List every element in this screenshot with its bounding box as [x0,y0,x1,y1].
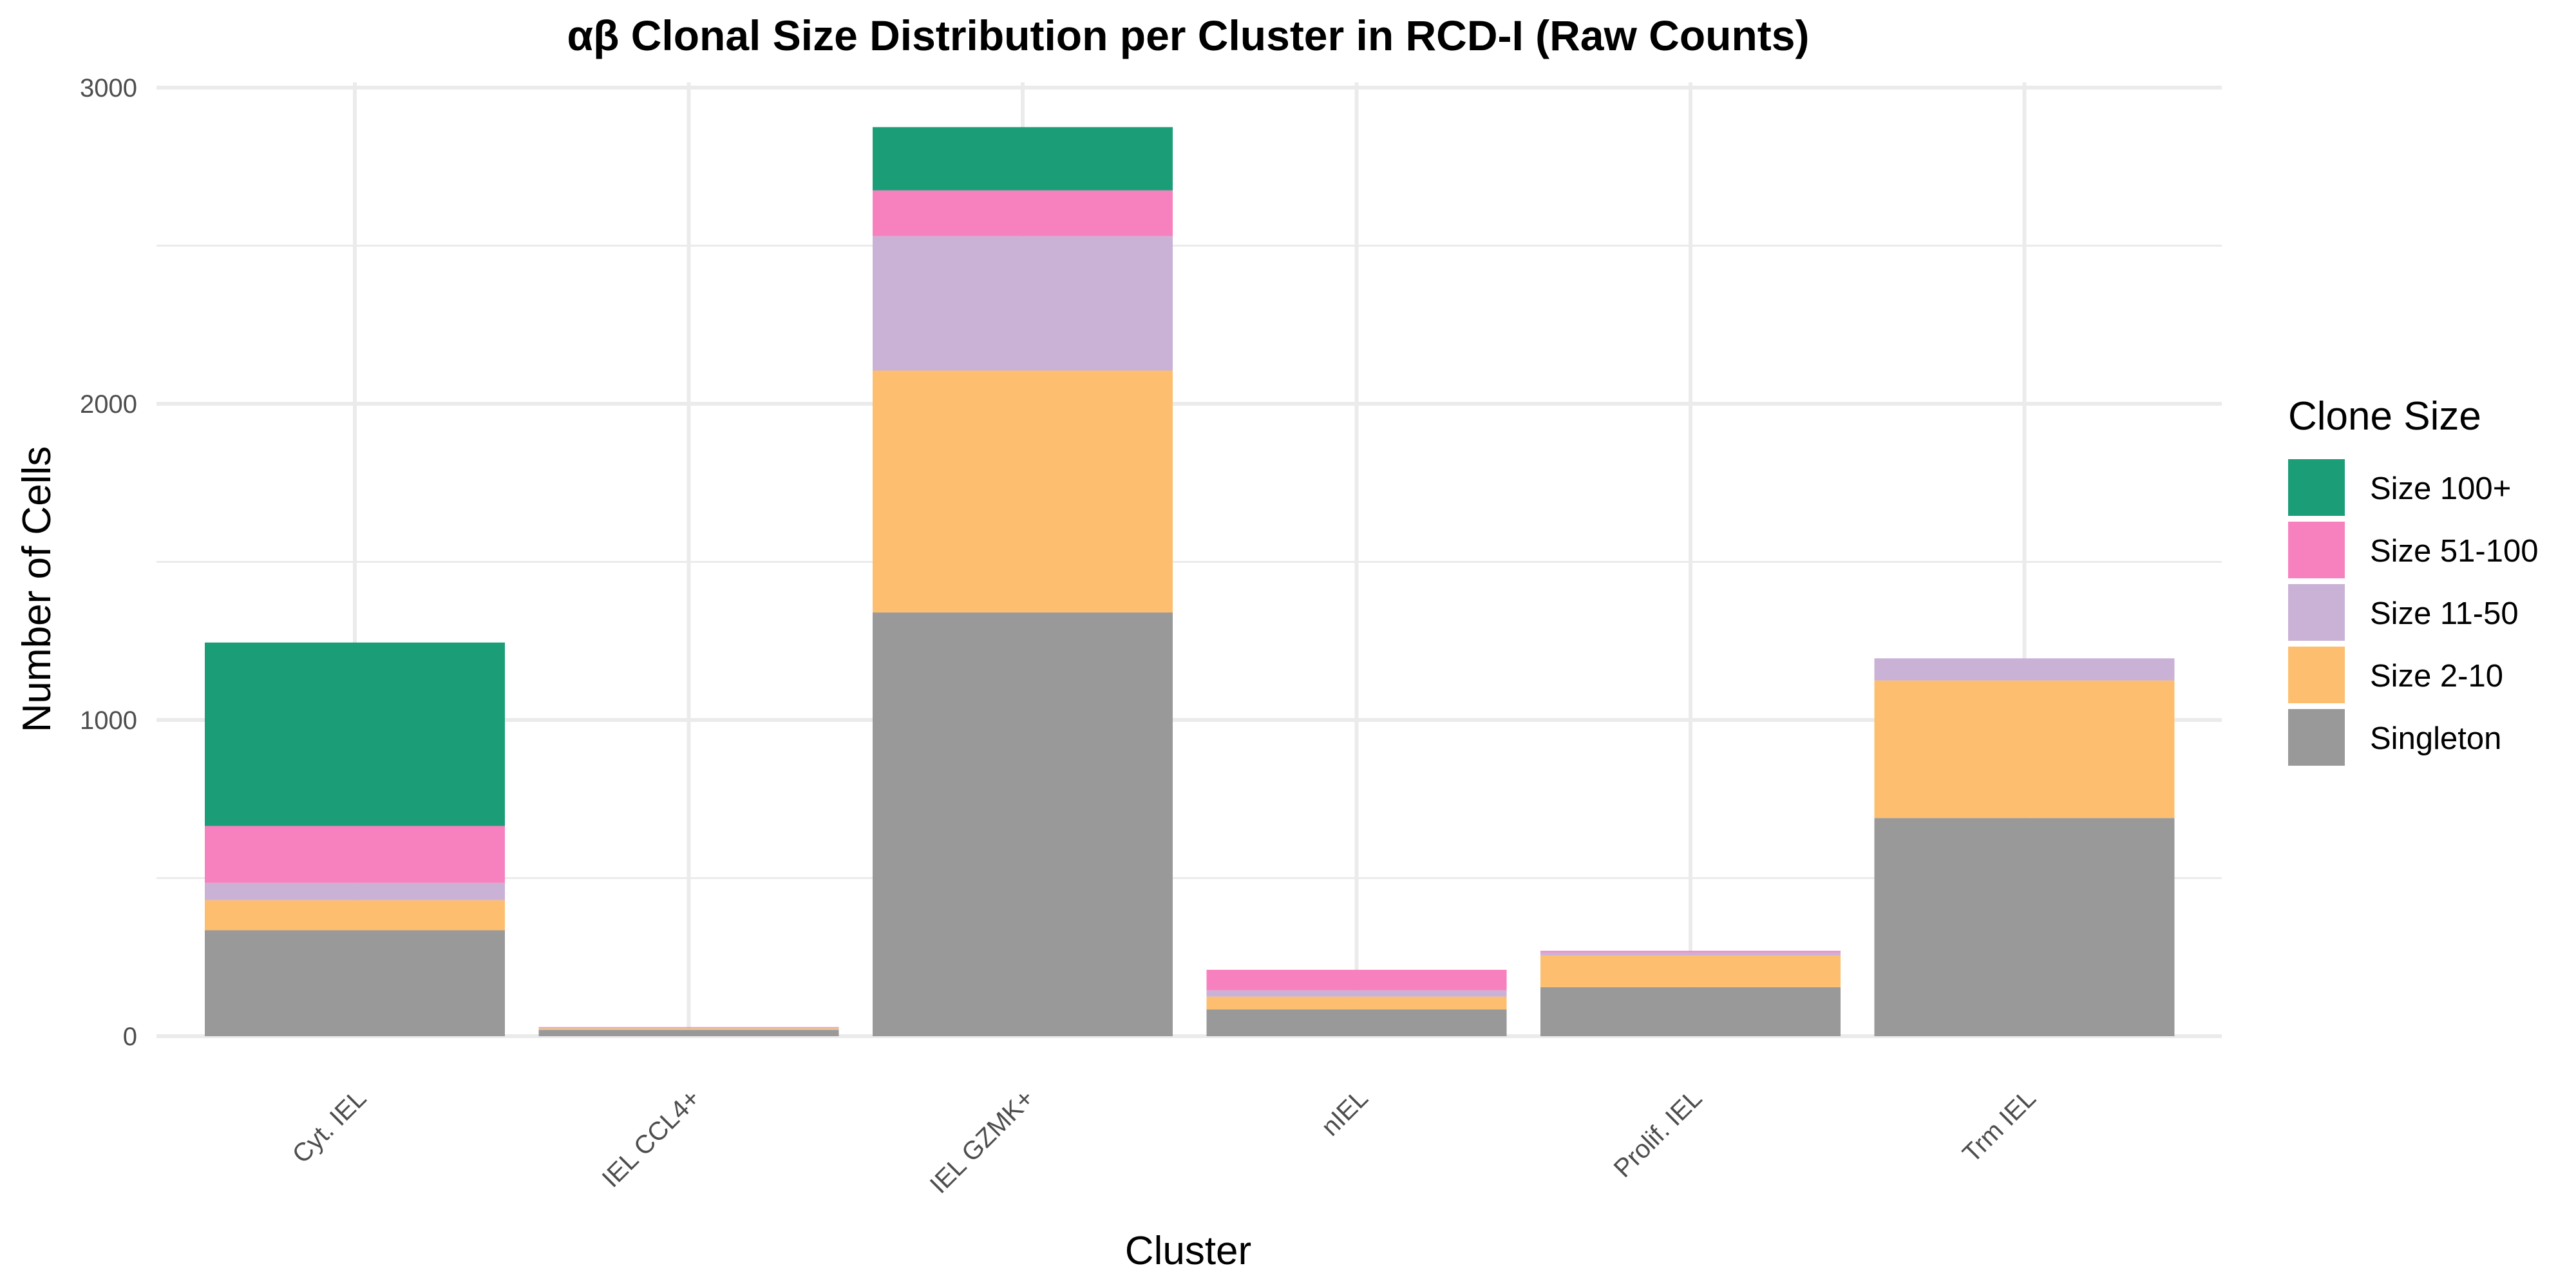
bar-segment [205,642,505,826]
x-tick-label: IEL CCL4+ [597,1084,706,1193]
x-tick-label: IEL GZMK+ [925,1084,1040,1199]
legend-label: Size 2-10 [2370,659,2503,694]
x-tick-label: Prolif. IEL [1609,1084,1708,1183]
bar-segment [1540,952,1841,956]
bar-segment [1540,955,1841,987]
bars [205,127,2175,1036]
bar-segment [1206,996,1507,1010]
bar-segment [1874,658,2175,681]
legend-label: Size 51-100 [2370,534,2539,569]
bar-segment [205,882,505,900]
legend-swatch [2288,709,2345,766]
bar-segment [538,1027,839,1028]
legend-swatch [2288,522,2345,578]
y-tick-label: 2000 [80,390,137,419]
legend-title: Clone Size [2288,394,2481,439]
bar-segment [873,370,1173,613]
legend-swatch [2288,459,2345,516]
x-axis-title: Cluster [1125,1229,1251,1273]
legend-label: Singleton [2370,721,2501,756]
bar-segment [538,1030,839,1036]
bar-segment [1206,969,1507,990]
bar-segment [873,127,1173,191]
legend-swatch [2288,647,2345,703]
legend: Clone Size Size 100+ Size 51-100 Size 11-5… [2288,394,2539,766]
bar-segment [873,612,1173,1036]
bar-segment [1874,818,2175,1036]
x-tick-label: Trm IEL [1957,1084,2041,1168]
bar-segment [1206,1009,1507,1036]
x-tick-label: Cyt. IEL [287,1084,372,1169]
y-axis-title: Number of Cells [15,446,59,732]
bar-segment [538,1028,839,1030]
bar-segment [205,826,505,883]
legend-label: Size 100+ [2370,471,2511,506]
bar-segment [205,900,505,931]
legend-label: Size 11-50 [2370,596,2519,631]
chart-title: αβ Clonal Size Distribution per Cluster … [567,12,1810,59]
bar-segment [1540,987,1841,1036]
y-tick-labels: 0 1000 2000 3000 [80,74,137,1051]
bar-segment [873,236,1173,371]
legend-swatch [2288,584,2345,641]
bar-segment [1540,951,1841,952]
y-tick-label: 3000 [80,74,137,102]
y-tick-label: 0 [123,1023,137,1051]
bar-segment [205,930,505,1036]
x-tick-labels: Cyt. IEL IEL CCL4+ IEL GZMK+ nIEL Prolif. IE… [287,1084,2041,1199]
y-tick-label: 1000 [80,706,137,735]
bar-segment [1206,990,1507,997]
x-tick-label: nIEL [1316,1084,1374,1141]
bar-segment [873,190,1173,236]
bar-segment [1874,680,2175,819]
